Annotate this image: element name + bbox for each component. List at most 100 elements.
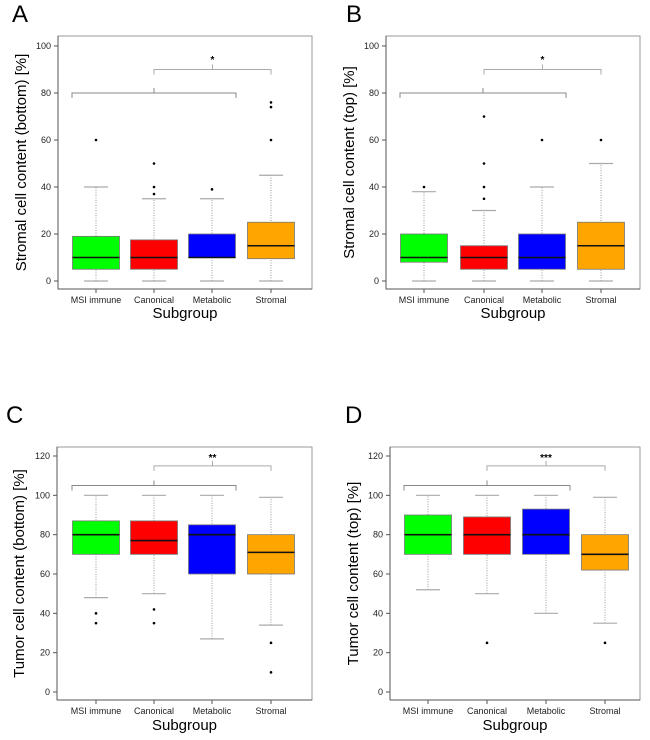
y-tick-label: 20 — [41, 229, 51, 239]
y-tick-label: 100 — [36, 41, 51, 51]
comparison-bracket-lower — [71, 88, 237, 98]
y-tick-label: 80 — [373, 530, 383, 540]
panel-label: B — [346, 1, 362, 28]
significance-label: * — [211, 55, 215, 66]
x-axis-label: Subgroup — [152, 717, 217, 734]
box-metabolic — [518, 138, 566, 282]
y-tick-label: 60 — [369, 135, 379, 145]
outlier-point — [152, 162, 156, 165]
x-tick-label: MSI immune — [399, 295, 450, 305]
plot-frame — [389, 446, 641, 701]
y-axis-label: Tumor cell content (top) [%] — [345, 482, 362, 666]
outlier-point — [210, 188, 214, 191]
x-tick-label: Canonical — [134, 295, 174, 305]
outlier-point — [269, 138, 273, 142]
box-metabolic — [188, 188, 236, 282]
box-canonical — [463, 494, 511, 645]
outlier-point — [269, 641, 273, 645]
outlier-point — [599, 138, 603, 142]
box-metabolic — [522, 494, 570, 614]
outlier-point — [152, 621, 156, 625]
comparison-bracket-lower — [399, 88, 567, 98]
x-tick-label: Stromal — [255, 706, 286, 716]
x-tick-label: MSI immune — [71, 295, 122, 305]
box-msi-immune — [72, 138, 120, 282]
panel-label: C — [6, 402, 23, 429]
outlier-point — [94, 612, 98, 615]
outlier-point — [540, 138, 544, 142]
outlier-point — [485, 641, 489, 645]
x-axis-label: Subgroup — [152, 305, 217, 322]
panel-b: B 0 20 40 60 80 100 Stromal cell content (top) … — [341, 1, 641, 322]
x-tick-label: Canonical — [134, 706, 174, 716]
y-axis-label: Stromal cell content (top) [%] — [341, 66, 358, 259]
y-tick-label: 80 — [369, 88, 379, 98]
significance-label: ** — [209, 453, 217, 464]
box-body — [247, 221, 295, 260]
y-axis-label: Stromal cell content (bottom) [%] — [13, 54, 30, 272]
outlier-point — [482, 115, 486, 118]
x-axis-label: Subgroup — [482, 717, 547, 734]
y-tick-label: 80 — [40, 530, 50, 540]
y-tick-label: 100 — [35, 490, 50, 500]
outlier-point — [152, 608, 156, 611]
outlier-point — [269, 105, 273, 109]
box-body — [581, 534, 629, 571]
x-tick-label: Canonical — [464, 295, 504, 305]
box-body — [188, 233, 236, 258]
x-tick-label: Metabolic — [193, 706, 232, 716]
y-tick-label: 0 — [45, 687, 50, 697]
comparison-bracket-upper — [483, 64, 602, 75]
y-tick-label: 0 — [378, 687, 383, 697]
outlier-point — [482, 197, 486, 201]
comparison-bracket-lower — [71, 480, 237, 491]
x-axis-label: Subgroup — [480, 305, 545, 322]
box-msi-immune — [404, 494, 452, 591]
box-body — [247, 534, 295, 575]
y-tick-label: 0 — [374, 276, 379, 286]
box-canonical — [460, 115, 508, 282]
box-canonical — [130, 162, 178, 282]
comparison-bracket-upper — [153, 460, 272, 471]
x-tick-label: Canonical — [467, 706, 507, 716]
x-tick-label: Metabolic — [193, 295, 232, 305]
y-tick-label: 80 — [41, 88, 51, 98]
y-tick-label: 20 — [40, 648, 50, 658]
outlier-point — [152, 185, 156, 189]
outlier-point — [603, 641, 607, 645]
comparison-bracket-lower — [403, 480, 571, 491]
box-body — [130, 239, 178, 270]
y-tick-label: 60 — [41, 135, 51, 145]
comparison-bracket-upper — [153, 64, 272, 75]
box-metabolic — [188, 494, 236, 640]
y-tick-label: 20 — [369, 229, 379, 239]
y-tick-label: 100 — [368, 490, 383, 500]
outlier-point — [422, 185, 426, 189]
x-tick-label: Metabolic — [527, 706, 566, 716]
y-tick-label: 60 — [40, 569, 50, 579]
y-tick-label: 40 — [369, 182, 379, 192]
outlier-point — [269, 671, 273, 674]
box-canonical — [130, 494, 178, 625]
outlier-point — [482, 162, 486, 165]
panel-d: D 0 20 40 60 80 100 120 Tumor cell content (top)… — [345, 402, 641, 734]
outlier-point — [94, 138, 98, 142]
y-axis-label: Tumor cell content (bottom) [%] — [11, 469, 28, 678]
x-tick-label: Stromal — [255, 295, 286, 305]
outlier-point — [482, 185, 486, 189]
panel-c: C 0 20 40 60 80 100 120 Tumor cell content (bott… — [6, 402, 313, 734]
outlier-point — [152, 192, 156, 196]
y-tick-label: 40 — [373, 608, 383, 618]
panel-a: A 0 20 40 60 80 100 Stromal cell content (botto… — [12, 1, 313, 322]
x-tick-label: Stromal — [585, 295, 616, 305]
y-tick-label: 20 — [373, 648, 383, 658]
box-msi-immune — [72, 494, 120, 625]
box-body — [72, 520, 120, 555]
box-stromal — [581, 496, 629, 645]
significance-label: *** — [540, 453, 552, 464]
panel-label: D — [345, 402, 362, 429]
box-body — [518, 233, 566, 270]
x-tick-label: Metabolic — [523, 295, 562, 305]
y-tick-label: 100 — [364, 41, 379, 51]
